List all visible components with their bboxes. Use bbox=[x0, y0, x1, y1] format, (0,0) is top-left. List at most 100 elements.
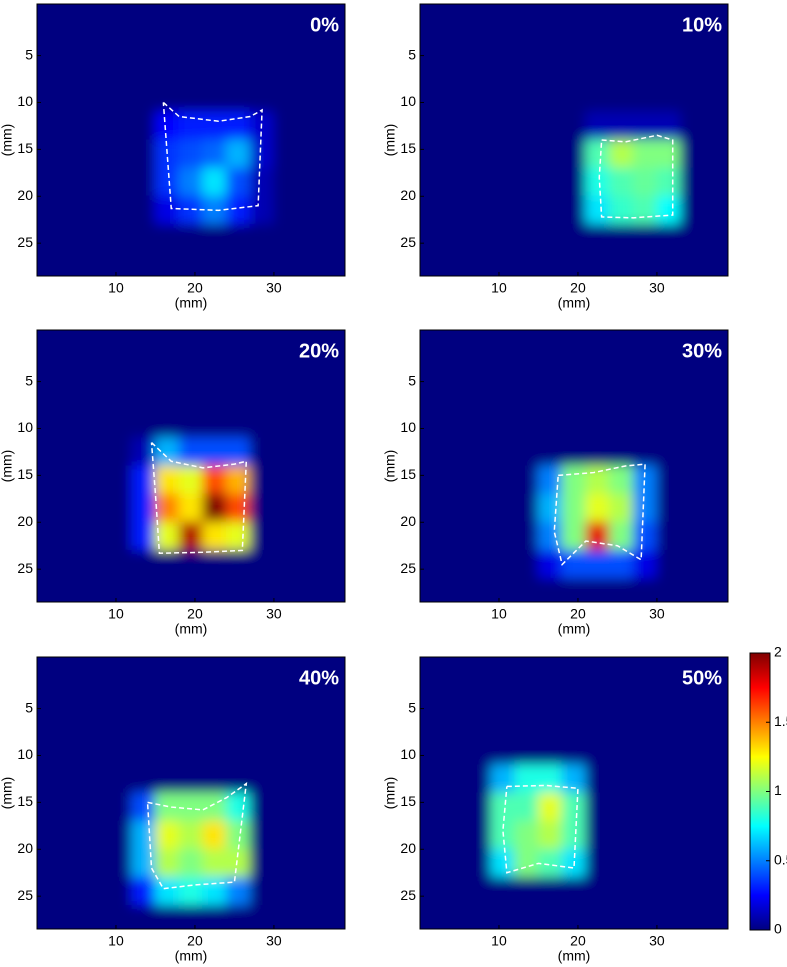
heatmap-cell bbox=[154, 111, 180, 141]
heatmap-cell bbox=[537, 708, 563, 738]
heatmap-cell bbox=[703, 876, 728, 907]
heatmap-cell bbox=[632, 679, 658, 710]
heatmap-cell bbox=[60, 736, 85, 766]
heatmap-cell bbox=[83, 139, 109, 169]
heatmap-cell bbox=[178, 578, 204, 602]
heatmap-cell bbox=[656, 521, 682, 551]
heatmap-cell bbox=[131, 549, 156, 580]
heatmap-cell bbox=[320, 4, 345, 28]
heatmap-cell bbox=[297, 83, 322, 113]
heatmap-cell bbox=[249, 905, 275, 929]
heatmap-cell bbox=[561, 409, 587, 439]
heatmap-cell bbox=[420, 195, 445, 225]
heatmap-cell bbox=[514, 708, 539, 738]
heatmap-cell bbox=[443, 876, 468, 907]
heatmap-cell bbox=[703, 26, 728, 57]
heatmap-cell bbox=[202, 679, 228, 710]
heatmap-cell bbox=[60, 437, 85, 467]
heatmap-cell bbox=[443, 111, 468, 141]
y-tick-label: 20 bbox=[400, 513, 416, 529]
heatmap-cell bbox=[37, 252, 62, 276]
y-tick-label: 25 bbox=[400, 887, 416, 903]
heatmap-cell bbox=[585, 578, 611, 602]
heatmap-cell bbox=[490, 764, 516, 794]
heatmap-cell bbox=[273, 549, 299, 580]
heatmap-cell bbox=[466, 252, 492, 276]
heatmap-cell bbox=[273, 55, 299, 85]
heatmap-cell bbox=[466, 167, 492, 197]
heatmap-cell bbox=[83, 657, 109, 681]
heatmap-cell bbox=[107, 139, 133, 169]
heatmap-cell bbox=[320, 549, 345, 580]
heatmap-cell bbox=[680, 736, 705, 766]
heatmap-cell bbox=[561, 679, 587, 710]
y-tick-label: 10 bbox=[17, 419, 33, 435]
heatmap-cell bbox=[585, 223, 611, 254]
heatmap-cell bbox=[703, 352, 728, 383]
y-tick-label: 10 bbox=[17, 746, 33, 762]
heatmap-cell bbox=[514, 55, 539, 85]
heatmap-cell bbox=[514, 848, 539, 878]
heatmap-cell bbox=[154, 26, 180, 57]
heatmap-cell bbox=[297, 55, 322, 85]
heatmap-cell bbox=[107, 55, 133, 85]
heatmap-cell bbox=[585, 905, 611, 929]
heatmap-cell bbox=[249, 679, 275, 710]
heatmap-cell bbox=[202, 708, 228, 738]
heatmap-cell bbox=[537, 764, 563, 794]
heatmap-cell bbox=[632, 820, 658, 850]
heatmap-cell bbox=[273, 679, 299, 710]
heatmap-cell bbox=[609, 381, 634, 411]
x-axis-label: (mm) bbox=[558, 621, 591, 637]
heatmap-cell bbox=[561, 437, 587, 467]
heatmap-cell bbox=[154, 83, 180, 113]
heatmap-cell bbox=[37, 352, 62, 383]
x-tick-label: 30 bbox=[266, 280, 282, 296]
heatmap-cell bbox=[131, 195, 156, 225]
heatmap-cell bbox=[632, 493, 658, 523]
heatmap-cell bbox=[60, 578, 85, 602]
heatmap-cell bbox=[249, 352, 275, 383]
heatmap-cell bbox=[107, 437, 133, 467]
heatmap-cell bbox=[178, 736, 204, 766]
heatmap-cell bbox=[443, 792, 468, 822]
heatmap-cell bbox=[178, 352, 204, 383]
heatmap-cell bbox=[60, 820, 85, 850]
heatmap-cell bbox=[443, 437, 468, 467]
heatmap-cell bbox=[585, 409, 611, 439]
heatmap-cell bbox=[420, 167, 445, 197]
heatmap-cell bbox=[656, 820, 682, 850]
y-tick-label: 25 bbox=[17, 887, 33, 903]
heatmap-cell bbox=[680, 223, 705, 254]
heatmap-cell bbox=[60, 876, 85, 907]
heatmap-cell bbox=[537, 876, 563, 907]
heatmap-cell bbox=[680, 352, 705, 383]
heatmap-cell bbox=[37, 657, 62, 681]
heatmap-cell bbox=[131, 352, 156, 383]
heatmap-cell bbox=[226, 223, 251, 254]
heatmap-cell bbox=[443, 139, 468, 169]
heatmap-cell bbox=[37, 111, 62, 141]
colorbar-tick-label: 1 bbox=[774, 782, 782, 798]
region-outline bbox=[502, 784, 579, 874]
heatmap-cell bbox=[443, 679, 468, 710]
x-tick-label: 10 bbox=[108, 280, 124, 296]
heatmap-cell bbox=[107, 381, 133, 411]
heatmap-cell bbox=[60, 26, 85, 57]
heatmap-cell bbox=[561, 26, 587, 57]
heatmap-cell bbox=[703, 848, 728, 878]
heatmap-cell bbox=[490, 26, 516, 57]
heatmap-cell bbox=[107, 493, 133, 523]
heatmap-cell bbox=[537, 252, 563, 276]
heatmap-cell bbox=[226, 437, 251, 467]
heatmap-cell bbox=[656, 549, 682, 580]
heatmap-cell bbox=[561, 764, 587, 794]
x-tick-label: 10 bbox=[491, 606, 507, 622]
heatmap-cell bbox=[680, 657, 705, 681]
heatmap-cell bbox=[561, 83, 587, 113]
heatmap-cell bbox=[83, 111, 109, 141]
heatmap-cell bbox=[703, 195, 728, 225]
y-tick-label: 25 bbox=[400, 234, 416, 250]
heatmap-cell bbox=[297, 764, 322, 794]
colorbar-tick-label: 0.5 bbox=[774, 851, 787, 867]
